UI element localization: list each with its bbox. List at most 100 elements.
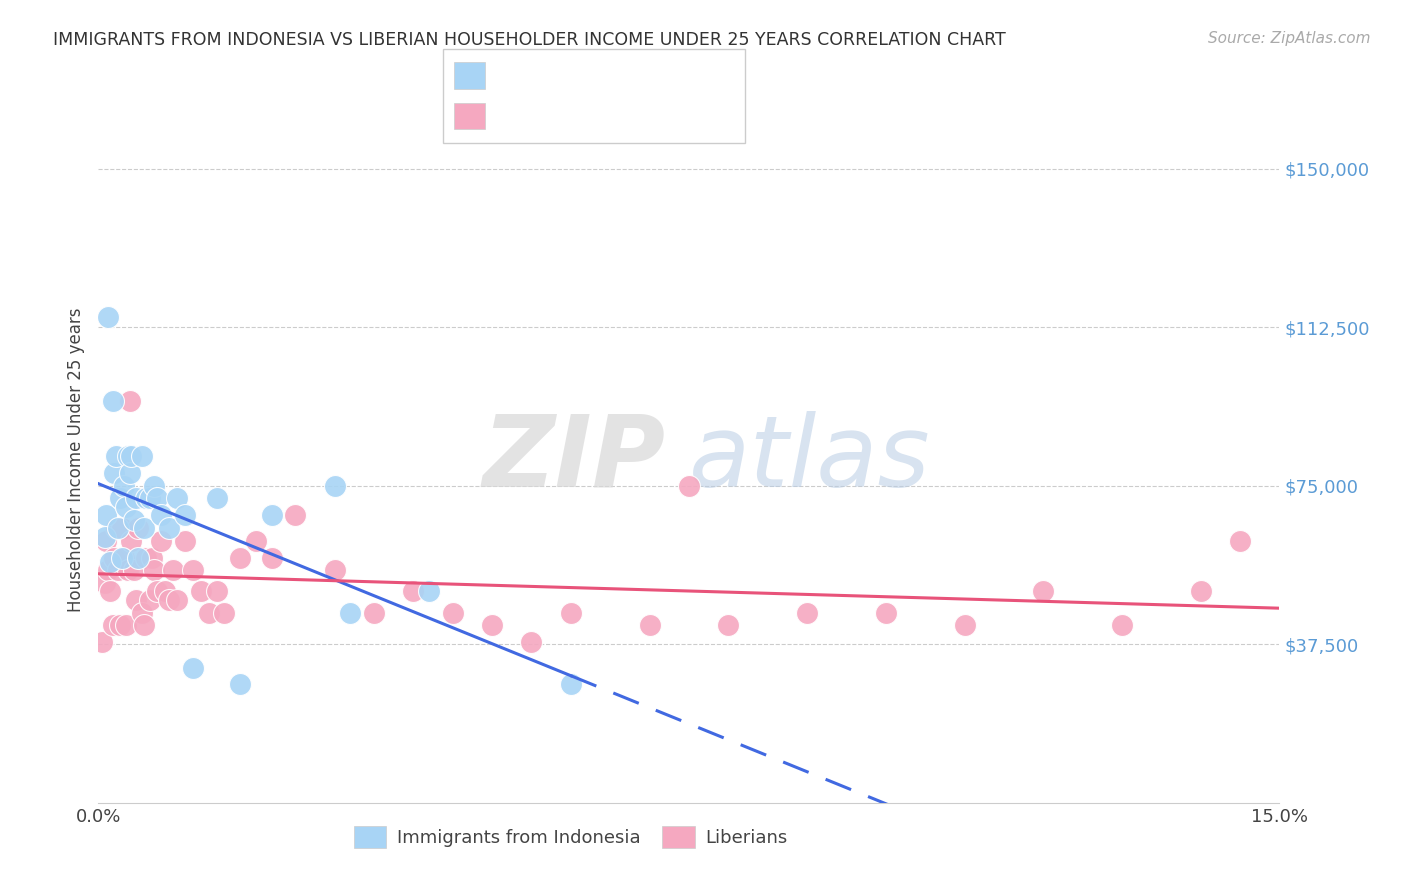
Point (107, 521, 129, 535)
Point (142, 563, 165, 577)
Point (146, 584, 169, 599)
Point (103, 550, 125, 565)
Point (260, 550, 283, 565)
Point (323, 479, 346, 493)
Point (122, 563, 145, 577)
Point (104, 521, 127, 535)
Point (131, 449, 153, 463)
Point (953, 618, 976, 632)
Point (112, 550, 135, 565)
Point (157, 593, 180, 607)
Point (118, 466, 141, 480)
Text: R =: R = (496, 107, 536, 125)
Point (135, 550, 157, 565)
Point (132, 618, 155, 632)
Point (121, 449, 143, 463)
Text: 36: 36 (662, 67, 688, 85)
Point (166, 593, 188, 607)
Point (146, 491, 169, 506)
Point (205, 584, 228, 599)
Point (121, 533, 143, 548)
Text: -0.023: -0.023 (538, 107, 603, 125)
Point (205, 491, 228, 506)
Text: 58: 58 (662, 107, 688, 125)
Point (796, 606, 818, 620)
Point (402, 584, 425, 599)
Point (97, 563, 120, 577)
Point (138, 593, 160, 607)
Point (678, 479, 700, 493)
Point (181, 660, 204, 674)
Point (1111, 618, 1133, 632)
Point (150, 533, 173, 548)
Point (131, 606, 153, 620)
Point (150, 508, 173, 523)
Point (339, 606, 361, 620)
Point (97, 310, 120, 324)
Point (122, 513, 145, 527)
Point (441, 606, 464, 620)
Point (125, 593, 148, 607)
Point (1189, 584, 1212, 599)
Point (96, 533, 118, 548)
Point (110, 491, 132, 506)
Text: 0.027: 0.027 (538, 67, 602, 85)
Point (98, 584, 121, 599)
Point (127, 521, 149, 535)
Point (560, 677, 582, 691)
Point (363, 606, 385, 620)
Point (157, 521, 180, 535)
Point (101, 618, 124, 632)
Point (125, 491, 148, 506)
Point (127, 550, 149, 565)
Legend: Immigrants from Indonesia, Liberians: Immigrants from Indonesia, Liberians (346, 819, 796, 855)
Point (142, 479, 165, 493)
Point (181, 563, 204, 577)
Point (135, 491, 157, 506)
Point (418, 584, 440, 599)
Point (481, 618, 503, 632)
Point (118, 394, 141, 409)
Text: Source: ZipAtlas.com: Source: ZipAtlas.com (1208, 31, 1371, 46)
Point (875, 606, 897, 620)
Point (174, 533, 197, 548)
Point (132, 521, 155, 535)
Point (197, 606, 219, 620)
Point (1229, 533, 1251, 548)
Point (110, 618, 132, 632)
Point (111, 521, 134, 535)
Point (166, 491, 188, 506)
Point (260, 508, 283, 523)
Point (174, 508, 197, 523)
Point (115, 500, 138, 514)
Point (638, 618, 661, 632)
Point (96, 508, 118, 523)
Point (117, 563, 139, 577)
Point (117, 449, 139, 463)
Point (111, 550, 134, 565)
Point (214, 606, 236, 620)
Text: ZIP: ZIP (482, 411, 665, 508)
Point (1032, 584, 1054, 599)
Point (245, 533, 267, 548)
Point (98, 555, 121, 569)
Text: N =: N = (612, 107, 664, 125)
Point (162, 563, 184, 577)
Point (107, 563, 129, 577)
Point (717, 618, 740, 632)
Point (103, 466, 125, 480)
Point (141, 550, 163, 565)
Text: atlas: atlas (689, 411, 931, 508)
Text: N =: N = (612, 67, 664, 85)
Point (284, 508, 307, 523)
Point (229, 677, 252, 691)
Text: IMMIGRANTS FROM INDONESIA VS LIBERIAN HOUSEHOLDER INCOME UNDER 25 YEARS CORRELAT: IMMIGRANTS FROM INDONESIA VS LIBERIAN HO… (53, 31, 1007, 49)
Point (520, 635, 543, 649)
Y-axis label: Householder Income Under 25 years: Householder Income Under 25 years (66, 307, 84, 612)
Point (93, 576, 115, 591)
Point (229, 550, 252, 565)
Point (190, 584, 212, 599)
Point (155, 584, 177, 599)
Point (115, 618, 138, 632)
Point (101, 394, 124, 409)
